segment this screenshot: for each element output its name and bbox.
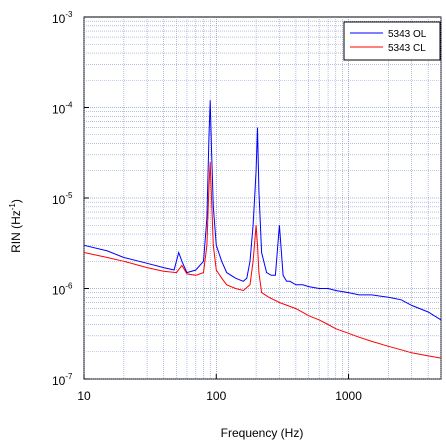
legend: 5343 OL 5343 CL: [343, 21, 441, 61]
legend-label-cl: 5343 CL: [388, 43, 426, 54]
x-tick-label: 1000: [335, 389, 362, 403]
x-tick-labels: 10 100 1000: [77, 374, 362, 403]
x-tick-label: 100: [206, 389, 226, 403]
x-axis-title: Frequency (Hz): [221, 426, 304, 440]
x-tick-label: 10: [77, 389, 91, 403]
y-tick-label: 10-7: [52, 372, 73, 388]
y-tick-label: 10-5: [52, 191, 73, 207]
series-layer: [83, 100, 442, 359]
legend-box: [343, 21, 441, 61]
grid: [83, 17, 442, 380]
y-tick-label: 10-4: [52, 101, 73, 117]
y-tick-label: 10-6: [52, 282, 73, 298]
series-line-ol: [83, 100, 442, 321]
legend-label-ol: 5343 OL: [388, 29, 427, 40]
y-axis-title: RIN (Hz-1): [8, 199, 23, 253]
y-tick-label: 10-3: [52, 10, 73, 26]
series-line-cl: [83, 161, 442, 359]
y-tick-labels: 10-3 10-4 10-5 10-6 10-7: [52, 10, 89, 388]
